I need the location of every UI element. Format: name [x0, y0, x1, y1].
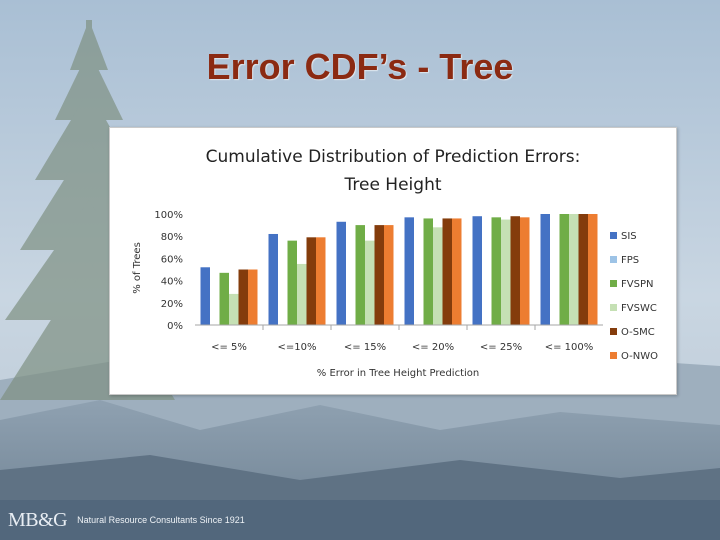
bar-fvswc-2 [365, 240, 375, 325]
footer-tagline: Natural Resource Consultants Since 1921 [77, 515, 245, 525]
bar-chart: Cumulative Distribution of Prediction Er… [132, 147, 658, 379]
bar-fvswc-0 [229, 293, 239, 325]
y-axis-label: % of Trees [132, 242, 143, 294]
legend-label-sis: SIS [621, 231, 637, 242]
legend-label-fvswc: FVSWC [621, 303, 657, 314]
bar-fvswc-5 [569, 214, 579, 325]
company-logo: MB&G [8, 508, 68, 531]
bar-sis-3 [404, 217, 414, 325]
y-tick-label: 40% [161, 277, 183, 288]
bar-o-smc-0 [238, 269, 248, 325]
bar-sis-2 [336, 221, 346, 325]
chart-panel: Cumulative Distribution of Prediction Er… [109, 127, 677, 395]
bar-fvswc-1 [297, 263, 307, 325]
bar-fvswc-4 [501, 219, 511, 325]
legend-swatch-fps [610, 256, 617, 263]
legend-label-fvspn: FVSPN [621, 279, 653, 290]
legend-swatch-sis [610, 232, 617, 239]
legend-swatch-fvspn [610, 280, 617, 287]
x-tick-label: <= 100% [545, 342, 594, 353]
y-tick-label: 60% [161, 254, 183, 265]
legend-label-o-smc: O-SMC [621, 327, 655, 338]
x-axis-label: % Error in Tree Height Prediction [317, 368, 479, 379]
legend-label-o-nwo: O-NWO [621, 351, 658, 362]
legend: SIS FPS FVSPN FVSWC O-SMC O-NWO [610, 231, 658, 362]
x-tick-label: <= 5% [211, 342, 247, 353]
bar-o-smc-4 [510, 216, 520, 325]
bar-o-nwo-1 [316, 237, 326, 325]
bar-sis-1 [268, 233, 278, 325]
x-tick-label: <=10% [278, 342, 317, 353]
bar-fvspn-2 [355, 225, 365, 325]
bar-o-smc-1 [306, 237, 316, 325]
x-tick-label: <= 20% [412, 342, 454, 353]
bar-fvspn-4 [491, 217, 501, 325]
bar-sis-0 [200, 267, 210, 325]
bar-sis-4 [472, 216, 482, 325]
y-tick-label: 20% [161, 299, 183, 310]
y-tick-label: 100% [154, 210, 183, 221]
slide-title: Error CDF’s - Tree [206, 46, 514, 87]
legend-swatch-o-smc [610, 328, 617, 335]
y-tick-label: 80% [161, 232, 183, 243]
bar-fvspn-5 [559, 214, 569, 325]
bar-fvswc-3 [433, 227, 443, 325]
bar-o-nwo-0 [248, 269, 258, 325]
footer: MB&G Natural Resource Consultants Since … [8, 508, 245, 532]
x-tick-label: <= 15% [344, 342, 386, 353]
bar-fvspn-3 [423, 218, 433, 325]
legend-swatch-o-nwo [610, 352, 617, 359]
bar-fvspn-0 [219, 272, 229, 325]
chart-title-line-2: Tree Height [343, 175, 441, 195]
y-tick-label: 0% [167, 321, 183, 332]
x-tick-label: <= 25% [480, 342, 522, 353]
bar-o-nwo-4 [520, 217, 530, 325]
chart-title-line-1: Cumulative Distribution of Prediction Er… [206, 147, 581, 167]
bar-sis-5 [540, 214, 550, 325]
bar-o-nwo-2 [384, 225, 394, 325]
bar-fvspn-1 [287, 240, 297, 325]
legend-swatch-fvswc [610, 304, 617, 311]
bar-o-smc-3 [442, 218, 452, 325]
bar-o-smc-2 [374, 225, 384, 325]
bar-o-nwo-3 [452, 218, 462, 325]
legend-label-fps: FPS [621, 255, 639, 266]
bar-o-smc-5 [578, 214, 588, 325]
bar-o-nwo-5 [588, 214, 598, 325]
